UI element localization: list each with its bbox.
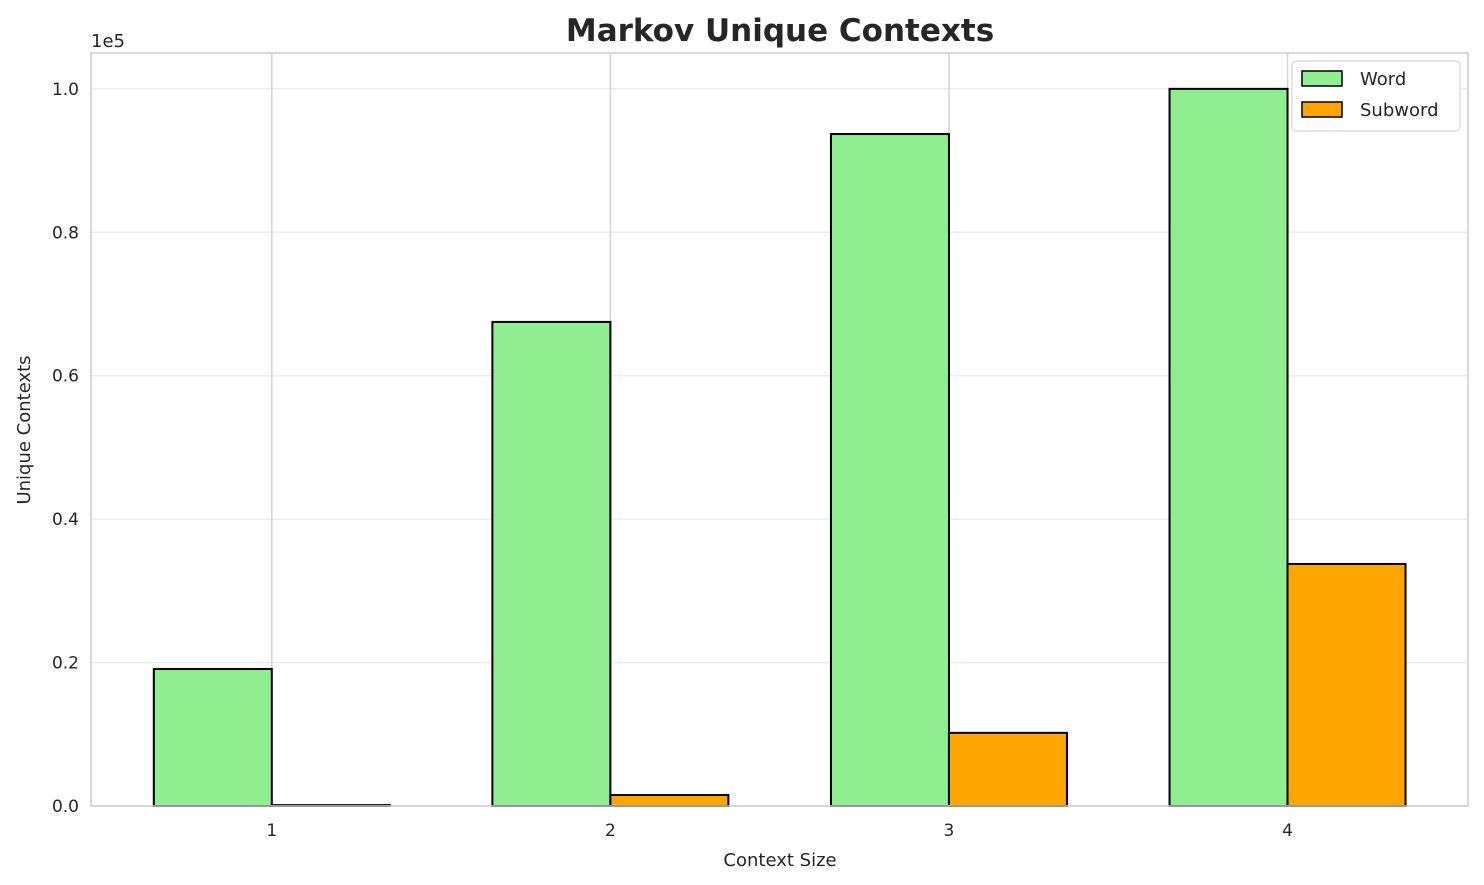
legend-label-subword: Subword bbox=[1360, 100, 1439, 121]
legend-label-word: Word bbox=[1360, 69, 1406, 90]
y-tick-label: 0.8 bbox=[52, 223, 79, 243]
y-tick-label: 0.2 bbox=[52, 654, 79, 674]
x-tick-label: 1 bbox=[266, 821, 277, 841]
legend: Word Subword bbox=[1291, 60, 1461, 132]
y-offset-label: 1e5 bbox=[91, 31, 125, 52]
chart-title: Markov Unique Contexts bbox=[566, 13, 994, 49]
bar-word-2 bbox=[491, 320, 612, 807]
plot-frame bbox=[90, 52, 1469, 807]
y-tick-label: 0.6 bbox=[52, 367, 79, 387]
bar-subword-4 bbox=[1286, 562, 1407, 808]
x-tick-label: 2 bbox=[605, 821, 616, 841]
x-tick-label: 4 bbox=[1282, 821, 1293, 841]
legend-swatch-word bbox=[1301, 70, 1343, 87]
y-tick-label: 0.0 bbox=[52, 797, 79, 817]
y-tick-label: 1.0 bbox=[52, 80, 79, 100]
bar-subword-3 bbox=[947, 731, 1068, 808]
x-axis-label: Context Size bbox=[723, 850, 836, 871]
bar-word-3 bbox=[829, 133, 950, 807]
y-axis-label: Unique Contexts bbox=[14, 355, 35, 504]
x-tick-label: 3 bbox=[944, 821, 955, 841]
y-tick-label: 0.4 bbox=[52, 510, 79, 530]
bar-word-1 bbox=[152, 668, 273, 807]
bar-subword-2 bbox=[609, 794, 730, 807]
bar-word-4 bbox=[1168, 87, 1289, 808]
legend-swatch-subword bbox=[1301, 101, 1343, 118]
